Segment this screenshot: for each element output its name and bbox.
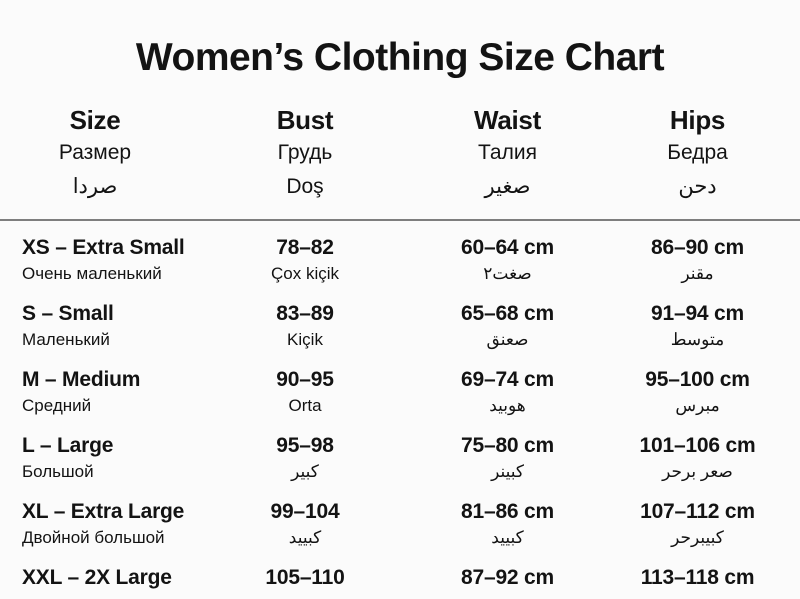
- hips-translation: مقنر: [681, 264, 714, 283]
- column-header-hips-ru: Бедра: [667, 141, 728, 164]
- table-row: XXL – 2X Large 105–110 87–92 cm 113–118 …: [0, 551, 800, 591]
- table-header: Size Размер صردا Bust Грудь Doş Waist Та…: [0, 104, 800, 205]
- bust-cell: 90–95 Orta: [190, 367, 420, 419]
- waist-cell: 65–68 cm صعنق: [420, 301, 595, 353]
- size-translation: Средний: [22, 396, 92, 415]
- table-row: L – Large Большой 95–98 كبير 75–80 cm كب…: [0, 419, 800, 485]
- size-cell: XL – Extra Large Двойной большой: [0, 499, 190, 551]
- column-header-hips-third: دحن: [678, 175, 717, 198]
- size-cell: L – Large Большой: [0, 433, 190, 485]
- hips-translation: صعر برحر: [662, 462, 733, 481]
- hips-translation: متوسط: [670, 330, 725, 349]
- hips-cell: 101–106 cm صعر برحر: [595, 433, 800, 485]
- size-label: XXL – 2X Large: [22, 566, 172, 589]
- bust-translation: Kiçik: [287, 330, 323, 349]
- waist-translation: صعنق: [486, 330, 529, 349]
- column-header-waist-ru: Талия: [478, 141, 537, 164]
- hips-translation: مبرس: [675, 396, 720, 415]
- bust-value: 83–89: [276, 302, 334, 325]
- column-header-waist-en: Waist: [474, 105, 541, 135]
- column-header-size-ru: Размер: [58, 141, 132, 164]
- table-row: XS – Extra Small Очень маленький 78–82 Ç…: [0, 221, 800, 287]
- hips-value: 101–106 cm: [639, 434, 756, 457]
- hips-value: 86–90 cm: [651, 236, 744, 259]
- waist-cell: 75–80 cm كبينر: [420, 433, 595, 485]
- column-header-bust-ru: Грудь: [277, 141, 333, 164]
- bust-value: 99–104: [270, 500, 340, 523]
- header-divider: [0, 219, 800, 221]
- page-title: Women’s Clothing Size Chart: [135, 36, 665, 79]
- hips-value: 95–100 cm: [645, 368, 750, 391]
- size-label: XS – Extra Small: [22, 236, 185, 259]
- bust-translation: Çox kiçik: [270, 264, 339, 283]
- size-label: L – Large: [22, 434, 114, 457]
- column-header-bust: Bust Грудь Doş: [190, 104, 420, 205]
- waist-cell: 87–92 cm: [420, 565, 595, 591]
- waist-translation: صغت٢: [483, 264, 532, 283]
- column-header-hips-en: Hips: [669, 105, 726, 135]
- bust-translation: كبير: [291, 462, 319, 481]
- bust-cell: 99–104 كبييد: [190, 499, 420, 551]
- waist-value: 69–74 cm: [461, 368, 554, 391]
- bust-cell: 78–82 Çox kiçik: [190, 235, 420, 287]
- bust-cell: 83–89 Kiçik: [190, 301, 420, 353]
- column-header-size: Size Размер صردا: [0, 104, 190, 205]
- size-translation: Двойной большой: [22, 528, 165, 547]
- waist-translation: كبينر: [491, 462, 524, 481]
- column-header-size-third: صردا: [72, 175, 118, 198]
- size-label: S – Small: [22, 302, 114, 325]
- hips-cell: 107–112 cm كبيبرحر: [595, 499, 800, 551]
- waist-cell: 81–86 cm كبييد: [420, 499, 595, 551]
- size-cell: XS – Extra Small Очень маленький: [0, 235, 190, 287]
- bust-value: 78–82: [276, 236, 334, 259]
- waist-cell: 69–74 cm هوبيد: [420, 367, 595, 419]
- waist-value: 75–80 cm: [461, 434, 554, 457]
- table-row: S – Small Маленький 83–89 Kiçik 65–68 cm…: [0, 287, 800, 353]
- table-row: M – Medium Средний 90–95 Orta 69–74 cm ه…: [0, 353, 800, 419]
- hips-translation: كبيبرحر: [671, 528, 724, 547]
- size-cell: M – Medium Средний: [0, 367, 190, 419]
- bust-value: 105–110: [265, 566, 345, 589]
- column-header-bust-third: Doş: [286, 175, 324, 198]
- bust-cell: 105–110: [190, 565, 420, 591]
- column-header-waist-third: صغير: [484, 175, 531, 198]
- size-chart-table: XS – Extra Small Очень маленький 78–82 Ç…: [0, 221, 800, 591]
- bust-cell: 95–98 كبير: [190, 433, 420, 485]
- column-header-waist: Waist Талия صغير: [420, 104, 595, 205]
- size-translation: Маленький: [22, 330, 110, 349]
- hips-value: 113–118 cm: [640, 566, 755, 589]
- waist-translation: هوبيد: [489, 396, 526, 415]
- hips-cell: 86–90 cm مقنر: [595, 235, 800, 287]
- hips-cell: 95–100 cm مبرس: [595, 367, 800, 419]
- hips-value: 91–94 cm: [651, 302, 744, 325]
- hips-value: 107–112 cm: [640, 500, 755, 523]
- hips-cell: 91–94 cm متوسط: [595, 301, 800, 353]
- waist-translation: كبييد: [491, 528, 524, 547]
- size-translation: Очень маленький: [22, 264, 162, 283]
- bust-translation: Orta: [288, 396, 322, 415]
- size-label: XL – Extra Large: [22, 500, 185, 523]
- size-cell: S – Small Маленький: [0, 301, 190, 353]
- size-translation: Большой: [22, 462, 94, 481]
- hips-cell: 113–118 cm: [595, 565, 800, 591]
- table-row: XL – Extra Large Двойной большой 99–104 …: [0, 485, 800, 551]
- waist-value: 81–86 cm: [461, 500, 554, 523]
- column-header-size-en: Size: [69, 105, 121, 135]
- size-cell: XXL – 2X Large: [0, 565, 190, 591]
- waist-value: 65–68 cm: [461, 302, 554, 325]
- bust-translation: كبييد: [288, 528, 322, 547]
- column-header-hips: Hips Бедра دحن: [595, 104, 800, 205]
- size-label: M – Medium: [22, 368, 141, 391]
- waist-value: 60–64 cm: [461, 236, 554, 259]
- waist-cell: 60–64 cm صغت٢: [420, 235, 595, 287]
- bust-value: 95–98: [276, 434, 334, 457]
- column-header-bust-en: Bust: [276, 105, 334, 135]
- waist-value: 87–92 cm: [461, 566, 554, 589]
- bust-value: 90–95: [276, 368, 334, 391]
